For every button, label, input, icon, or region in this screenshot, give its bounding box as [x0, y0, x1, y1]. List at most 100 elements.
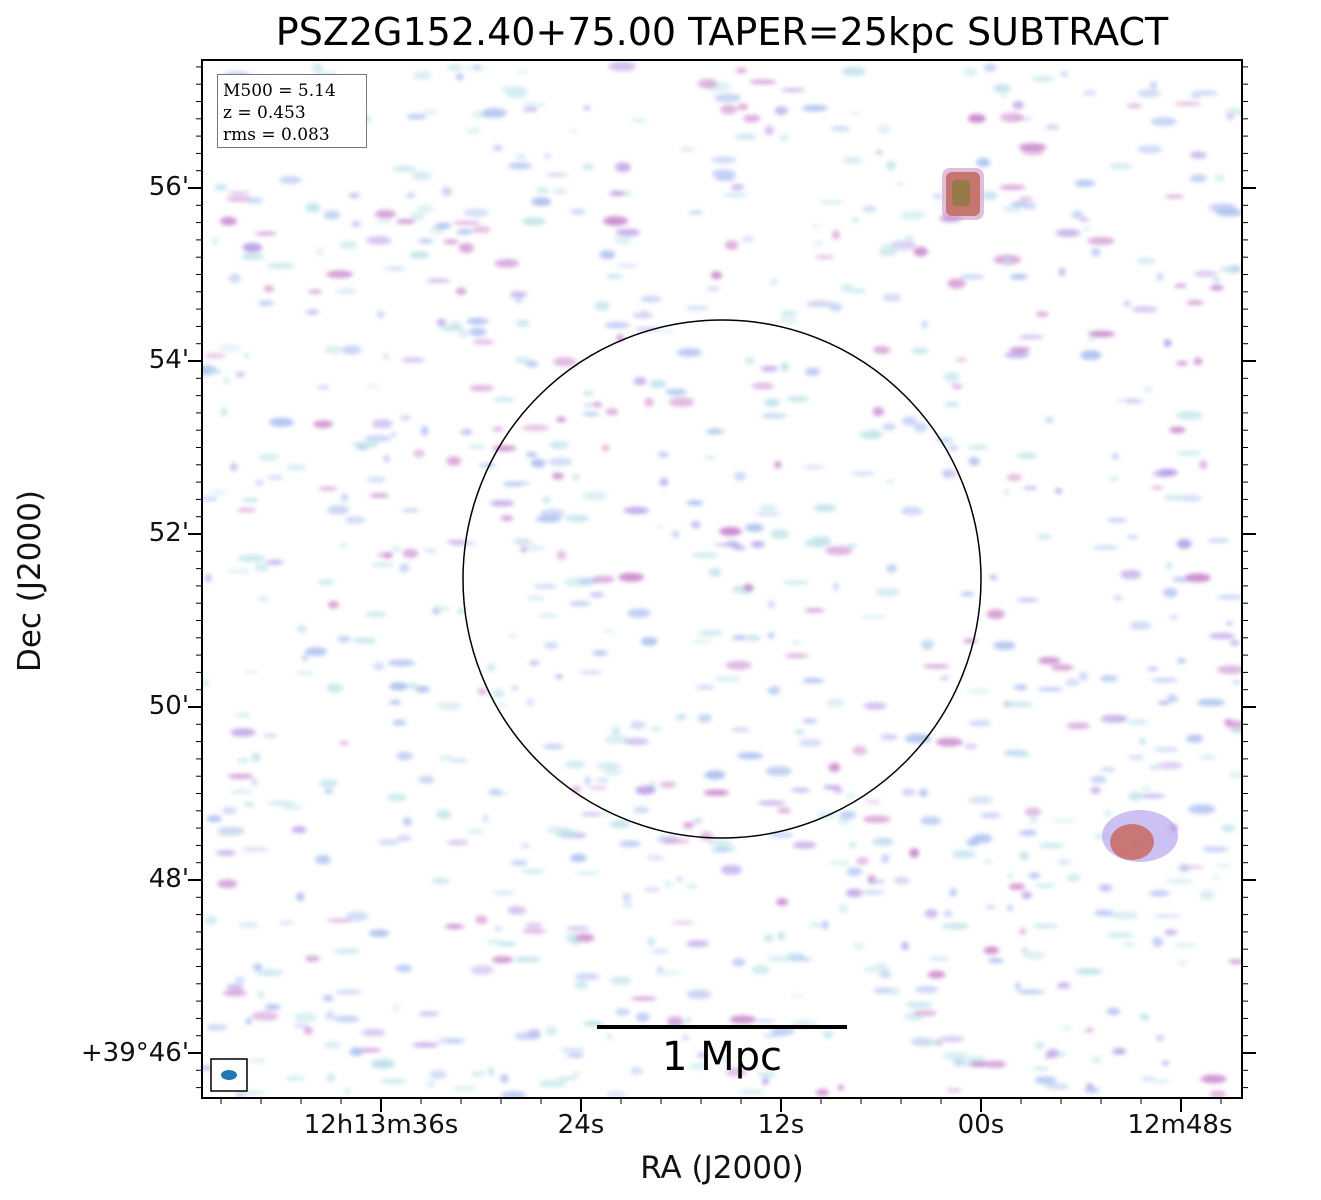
noise-blob	[1221, 824, 1236, 833]
noise-blob	[944, 401, 960, 407]
noise-blob	[905, 1001, 933, 1009]
noise-blob	[1219, 266, 1241, 273]
noise-blob	[764, 934, 774, 943]
noise-blob	[513, 540, 535, 545]
noise-blob	[1128, 791, 1143, 802]
noise-blob	[732, 545, 746, 551]
noise-blob	[249, 1058, 267, 1063]
noise-blob	[507, 905, 527, 916]
noise-blob	[491, 956, 514, 964]
noise-blob	[1037, 656, 1061, 665]
noise-blob	[537, 613, 559, 618]
rms-text: rms = 0.083	[223, 125, 330, 145]
noise-blob	[514, 1032, 542, 1040]
noise-blob	[368, 929, 390, 938]
noise-blob	[989, 574, 998, 581]
noise-blob	[972, 833, 993, 844]
noise-blob	[1193, 270, 1218, 277]
noise-blob	[1211, 874, 1221, 880]
x-tick-label: 12m48s	[1127, 1110, 1233, 1140]
noise-blob	[365, 236, 392, 245]
noise-blob	[738, 1088, 764, 1096]
noise-blob	[447, 63, 463, 72]
noise-blob	[1209, 1090, 1226, 1098]
noise-blob	[416, 204, 434, 214]
noise-blob	[356, 445, 369, 451]
noise-blob	[1055, 229, 1081, 237]
noise-blob	[370, 1058, 396, 1069]
noise-blob	[278, 921, 294, 925]
noise-blob	[686, 989, 712, 1000]
noise-blob	[711, 271, 722, 280]
noise-blob	[1144, 387, 1153, 393]
noise-blob	[774, 106, 788, 116]
noise-blob	[222, 806, 237, 815]
noise-blob	[877, 963, 887, 967]
noise-blob	[1217, 665, 1242, 674]
noise-blob	[265, 560, 284, 565]
noise-blob	[514, 956, 541, 963]
noise-blob	[564, 514, 590, 523]
noise-blob	[583, 106, 591, 110]
noise-blob	[525, 451, 538, 458]
noise-blob	[547, 457, 573, 467]
noise-blob	[500, 1091, 527, 1098]
noise-blob	[852, 745, 868, 756]
noise-blob	[1064, 678, 1080, 687]
noise-blob	[901, 506, 923, 516]
noise-blob	[940, 436, 955, 446]
noise-blob	[511, 686, 519, 690]
noise-blob	[250, 778, 259, 786]
noise-blob	[540, 508, 566, 519]
noise-blob	[581, 812, 602, 816]
noise-blob	[1216, 595, 1242, 600]
noise-blob	[685, 306, 710, 311]
noise-blob	[446, 1039, 461, 1043]
noise-blob	[664, 880, 673, 888]
noise-blob	[544, 154, 551, 159]
noise-blob	[543, 641, 559, 650]
noise-blob	[557, 1076, 578, 1081]
noise-blob	[441, 186, 452, 197]
noise-blob	[1012, 751, 1031, 759]
noise-blob	[1019, 851, 1029, 861]
noise-blob	[349, 1047, 364, 1056]
noise-blob	[594, 301, 610, 311]
noise-blob	[646, 855, 665, 861]
noise-blob	[611, 726, 621, 735]
noise-blob	[967, 688, 990, 694]
noise-blob	[364, 611, 387, 618]
noise-blob	[668, 397, 695, 407]
noise-blob	[922, 664, 950, 669]
noise-blob	[389, 682, 409, 691]
noise-blob	[632, 312, 654, 319]
noise-blob	[769, 277, 778, 286]
noise-blob	[426, 278, 451, 283]
noise-blob	[466, 317, 489, 325]
noise-blob	[1151, 486, 1164, 490]
noise-blob	[324, 788, 334, 794]
noise-blob	[685, 884, 698, 889]
noise-blob	[846, 792, 856, 799]
noise-blob	[983, 946, 1000, 955]
noise-blob	[767, 632, 775, 639]
noise-blob	[610, 976, 632, 985]
noise-blob	[382, 551, 394, 559]
noise-blob	[1019, 928, 1027, 935]
noise-blob	[1018, 143, 1047, 152]
noise-blob	[1021, 891, 1032, 900]
noise-blob	[333, 1015, 360, 1023]
noise-blob	[1153, 914, 1182, 918]
noise-blob	[237, 507, 256, 513]
noise-blob	[993, 641, 1016, 650]
noise-blob	[710, 848, 730, 853]
noise-blob	[812, 223, 819, 229]
noise-blob	[1175, 411, 1203, 420]
noise-blob	[878, 247, 897, 257]
noise-blob	[731, 727, 751, 733]
noise-blob	[400, 415, 412, 420]
noise-blob	[924, 908, 938, 919]
noise-blob	[786, 395, 809, 403]
noise-blob	[987, 958, 1004, 964]
noise-blob	[770, 529, 790, 539]
